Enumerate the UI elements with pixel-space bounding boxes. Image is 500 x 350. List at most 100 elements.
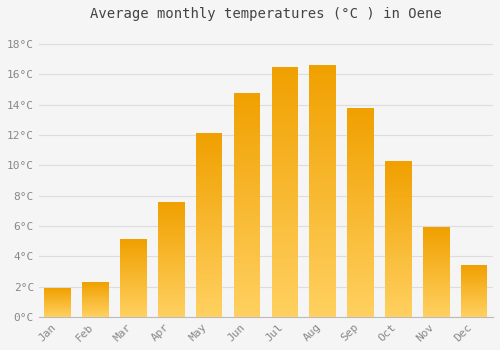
Bar (82, 304, 109, 305)
Bar (120, 266, 146, 267)
Bar (158, 252, 184, 253)
Bar (196, 185, 222, 187)
Bar (461, 296, 487, 297)
Bar (234, 117, 260, 120)
Bar (272, 67, 298, 69)
Bar (234, 283, 260, 285)
Bar (44, 309, 71, 310)
Bar (310, 113, 336, 116)
Bar (423, 291, 450, 292)
Bar (423, 307, 450, 308)
Bar (423, 263, 450, 264)
Bar (348, 191, 374, 194)
Bar (158, 214, 184, 216)
Bar (423, 308, 450, 309)
Bar (82, 313, 109, 314)
Bar (120, 313, 146, 314)
Bar (196, 194, 222, 196)
Bar (158, 314, 184, 316)
Bar (272, 192, 298, 194)
Bar (44, 288, 71, 289)
Bar (385, 246, 411, 248)
Bar (158, 304, 184, 305)
Bar (120, 287, 146, 288)
Bar (310, 221, 336, 224)
Bar (423, 296, 450, 297)
Bar (234, 178, 260, 180)
Bar (423, 305, 450, 306)
Bar (348, 298, 374, 300)
Bar (196, 278, 222, 280)
Bar (348, 244, 374, 246)
Bar (272, 292, 298, 294)
Bar (385, 172, 411, 173)
Bar (82, 289, 109, 290)
Bar (423, 309, 450, 310)
Bar (348, 275, 374, 277)
Bar (234, 131, 260, 133)
Bar (158, 293, 184, 294)
Bar (120, 278, 146, 279)
Bar (196, 264, 222, 266)
Bar (461, 287, 487, 288)
Bar (234, 303, 260, 306)
Bar (272, 179, 298, 182)
Bar (348, 187, 374, 189)
Bar (234, 108, 260, 111)
Bar (196, 179, 222, 181)
Bar (348, 166, 374, 168)
Bar (158, 247, 184, 249)
Bar (310, 80, 336, 83)
Bar (423, 279, 450, 280)
Bar (272, 157, 298, 159)
Bar (44, 314, 71, 315)
Bar (461, 310, 487, 311)
Bar (385, 236, 411, 237)
Bar (461, 292, 487, 293)
Bar (196, 148, 222, 150)
Bar (272, 217, 298, 219)
Bar (158, 296, 184, 297)
Bar (310, 312, 336, 314)
Bar (385, 223, 411, 225)
Bar (82, 282, 109, 283)
Bar (234, 202, 260, 205)
Bar (423, 281, 450, 282)
Bar (158, 212, 184, 213)
Bar (385, 162, 411, 164)
Bar (310, 96, 336, 98)
Bar (385, 278, 411, 279)
Bar (234, 306, 260, 308)
Bar (120, 239, 146, 240)
Bar (82, 301, 109, 302)
Bar (272, 237, 298, 239)
Bar (423, 304, 450, 305)
Bar (310, 309, 336, 312)
Bar (423, 231, 450, 232)
Bar (385, 225, 411, 226)
Bar (234, 155, 260, 158)
Bar (82, 293, 109, 294)
Bar (82, 312, 109, 313)
Bar (120, 267, 146, 268)
Bar (196, 245, 222, 247)
Bar (158, 297, 184, 299)
Bar (272, 269, 298, 272)
Bar (348, 246, 374, 248)
Bar (120, 284, 146, 285)
Bar (310, 198, 336, 201)
Bar (348, 289, 374, 292)
Bar (196, 197, 222, 199)
Bar (120, 261, 146, 262)
Bar (310, 88, 336, 91)
Bar (44, 315, 71, 316)
Bar (234, 162, 260, 164)
Bar (385, 237, 411, 239)
Bar (310, 274, 336, 276)
Bar (120, 263, 146, 264)
Bar (385, 309, 411, 310)
Bar (82, 295, 109, 296)
Bar (385, 167, 411, 169)
Bar (158, 203, 184, 204)
Bar (234, 146, 260, 149)
